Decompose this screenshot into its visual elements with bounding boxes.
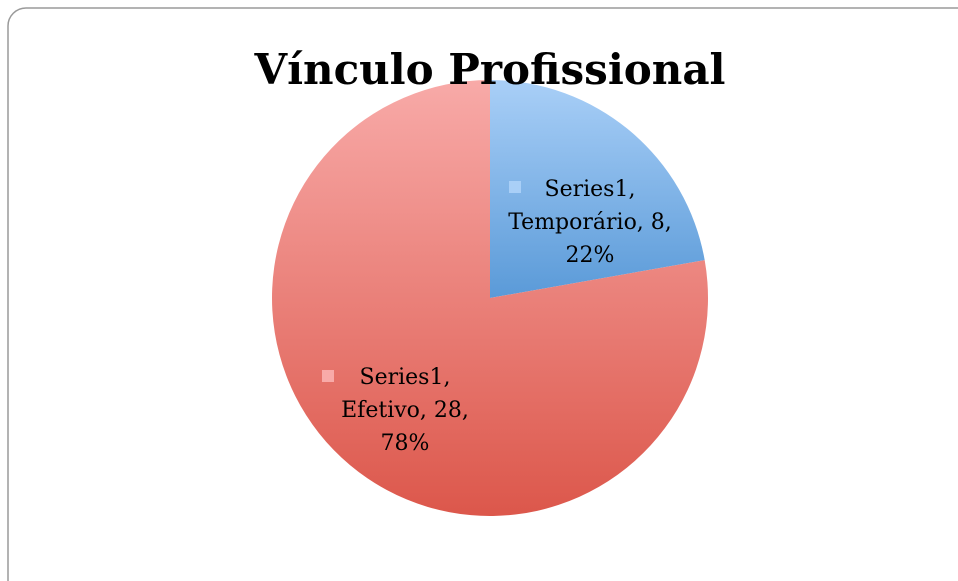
pie: TemporárioEfetivo	[271, 80, 708, 516]
data-label: Temporário, 8,	[508, 210, 672, 235]
label-marker	[509, 181, 521, 193]
data-label: 78%	[381, 431, 430, 456]
data-label: Series1,	[545, 177, 636, 202]
pie-slice: Efetivo	[271, 80, 708, 516]
pie-slice: Temporário	[490, 80, 705, 298]
data-label: 22%	[566, 243, 615, 268]
data-label: Efetivo, 28,	[341, 398, 469, 423]
chart-title: Vínculo Profissional	[253, 45, 725, 94]
label-marker	[322, 370, 334, 382]
data-label: Series1,	[360, 365, 451, 390]
